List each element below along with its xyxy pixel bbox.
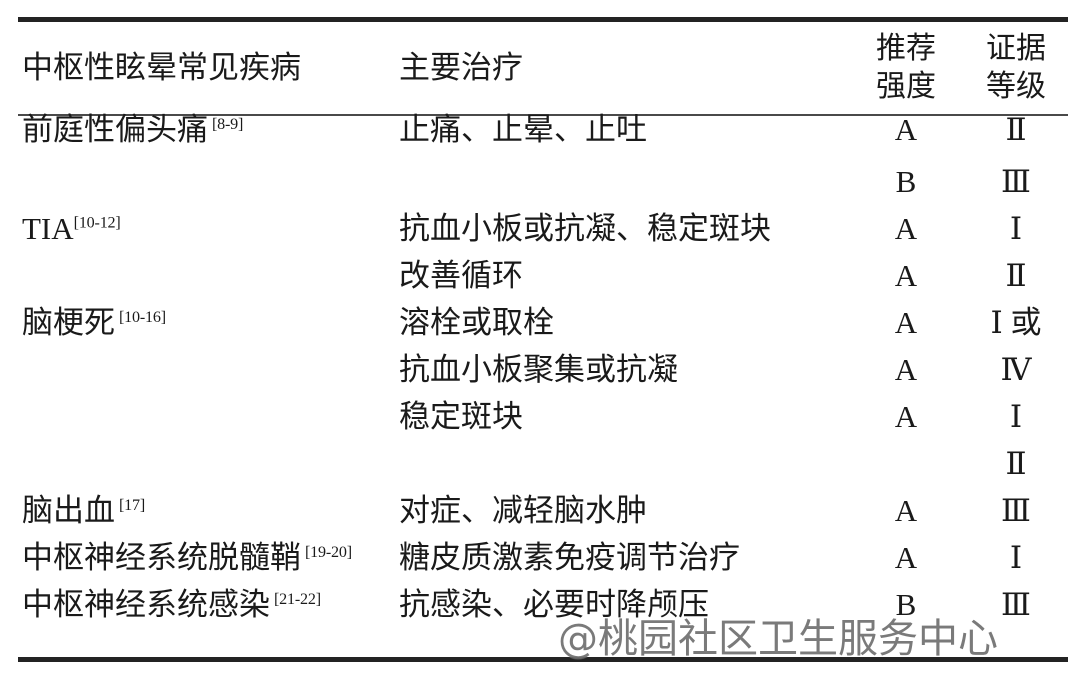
cell-strength: B [895, 164, 917, 199]
cell-strength: A [894, 112, 918, 147]
table-row: 中枢神经系统感染 [21-22] 抗感染、必要时降颅压 B Ⅲ [0, 589, 1080, 636]
reference-superscript: [17] [119, 496, 146, 514]
reference-superscript: [8-9] [212, 115, 244, 133]
cell-evidence: Ⅰ 或 [990, 305, 1042, 340]
table-row: 中枢神经系统脱髓鞘 [19-20] 糖皮质激素免疫调节治疗 A Ⅰ [0, 542, 1080, 589]
cell-treatment: 对症、减轻脑水肿 [399, 493, 647, 528]
cell-disease: 脑出血 [17] [0, 495, 385, 542]
cell-treatment [385, 166, 860, 213]
cell-evidence: Ⅲ [1001, 164, 1031, 199]
cell-treatment: 抗血小板或抗凝、稳定斑块 [399, 211, 771, 246]
cell-treatment: 止痛、止晕、止吐 [399, 112, 647, 147]
cell-disease [0, 448, 385, 495]
reference-superscript: [10-16] [119, 308, 166, 326]
cell-strength: A [894, 540, 918, 575]
table-bottom-border [18, 657, 1068, 662]
cell-evidence: Ⅰ [1009, 399, 1023, 434]
cell-treatment: 抗感染、必要时降颅压 [399, 587, 709, 622]
disease-name: 中枢神经系统感染 [22, 587, 270, 622]
header-row: 中枢性眩晕常见疾病 主要治疗 推荐 强度 证据 等级 [0, 22, 1080, 114]
disease-name: 前庭性偏头痛 [22, 112, 208, 147]
cell-disease [0, 260, 385, 307]
cell-disease: 中枢神经系统感染 [21-22] [0, 589, 385, 636]
reference-superscript: [19-20] [305, 543, 352, 561]
cell-disease [0, 166, 385, 213]
reference-superscript: [21-22] [274, 590, 321, 608]
cell-evidence: Ⅳ [1000, 352, 1032, 387]
table-body: 前庭性偏头痛 [8-9] 止痛、止晕、止吐 A Ⅱ B Ⅲ TIA[10-12] 抗血小板或抗凝… [0, 114, 1080, 636]
cell-strength: A [894, 399, 918, 434]
cell-evidence: Ⅰ [1009, 540, 1023, 575]
table-header: 中枢性眩晕常见疾病 主要治疗 推荐 强度 证据 等级 [0, 0, 1080, 114]
column-header-disease: 中枢性眩晕常见疾病 [22, 50, 301, 86]
cell-evidence: Ⅱ [1005, 446, 1027, 481]
cell-evidence: Ⅱ [1005, 112, 1027, 147]
central-vertigo-treatment-table: 中枢性眩晕常见疾病 主要治疗 推荐 强度 证据 等级 前庭性偏头痛 [8-9] 止痛… [0, 0, 1080, 636]
table-row: 脑出血 [17] 对症、减轻脑水肿 A Ⅲ [0, 495, 1080, 542]
cell-disease: 中枢神经系统脱髓鞘 [19-20] [0, 542, 385, 589]
cell-disease: TIA[10-12] [0, 213, 385, 260]
cell-strength [860, 448, 952, 495]
cell-disease [0, 401, 385, 448]
cell-evidence: Ⅰ [1009, 211, 1023, 246]
cell-strength: A [894, 258, 918, 293]
column-header-evidence-line1: 证据 [986, 32, 1046, 66]
table-row: 稳定斑块 A Ⅰ [0, 401, 1080, 448]
cell-treatment: 改善循环 [399, 258, 523, 293]
disease-name: 中枢神经系统脱髓鞘 [22, 540, 301, 575]
table-row: 脑梗死 [10-16] 溶栓或取栓 A Ⅰ 或 [0, 307, 1080, 354]
column-header-evidence: 证据 等级 [952, 22, 1080, 114]
cell-treatment: 抗血小板聚集或抗凝 [399, 352, 678, 387]
cell-treatment: 糖皮质激素免疫调节治疗 [399, 540, 740, 575]
cell-treatment: 稳定斑块 [399, 399, 523, 434]
cell-disease: 前庭性偏头痛 [8-9] [0, 114, 385, 166]
column-header-strength-line2: 强度 [876, 70, 936, 103]
table-header-separator [18, 114, 1068, 116]
cell-treatment [385, 448, 860, 495]
reference-superscript: [10-12] [73, 214, 121, 232]
table-top-border [18, 17, 1068, 22]
column-header-strength-line1: 推荐 [876, 32, 936, 66]
disease-name: TIA [22, 211, 74, 246]
cell-evidence: Ⅲ [1001, 587, 1031, 622]
cell-disease [0, 354, 385, 401]
cell-evidence: Ⅲ [1001, 493, 1031, 528]
disease-name: 脑出血 [22, 493, 115, 528]
cell-treatment: 溶栓或取栓 [399, 305, 554, 340]
cell-strength: A [894, 493, 918, 528]
column-header-treatment: 主要治疗 [399, 50, 523, 86]
cell-strength: A [894, 352, 918, 387]
column-header-strength: 推荐 强度 [860, 22, 952, 114]
cell-disease: 脑梗死 [10-16] [0, 307, 385, 354]
column-header-evidence-line2: 等级 [986, 70, 1046, 103]
table-row: Ⅱ [0, 448, 1080, 495]
cell-strength: B [895, 587, 917, 622]
disease-name: 脑梗死 [22, 305, 115, 340]
cell-evidence: Ⅱ [1005, 258, 1027, 293]
cell-strength: A [894, 211, 918, 246]
table-row: 抗血小板聚集或抗凝 A Ⅳ [0, 354, 1080, 401]
table-row: 改善循环 A Ⅱ [0, 260, 1080, 307]
table-row: TIA[10-12] 抗血小板或抗凝、稳定斑块 A Ⅰ [0, 213, 1080, 260]
cell-strength: A [894, 305, 918, 340]
table-row: 前庭性偏头痛 [8-9] 止痛、止晕、止吐 A Ⅱ [0, 114, 1080, 166]
